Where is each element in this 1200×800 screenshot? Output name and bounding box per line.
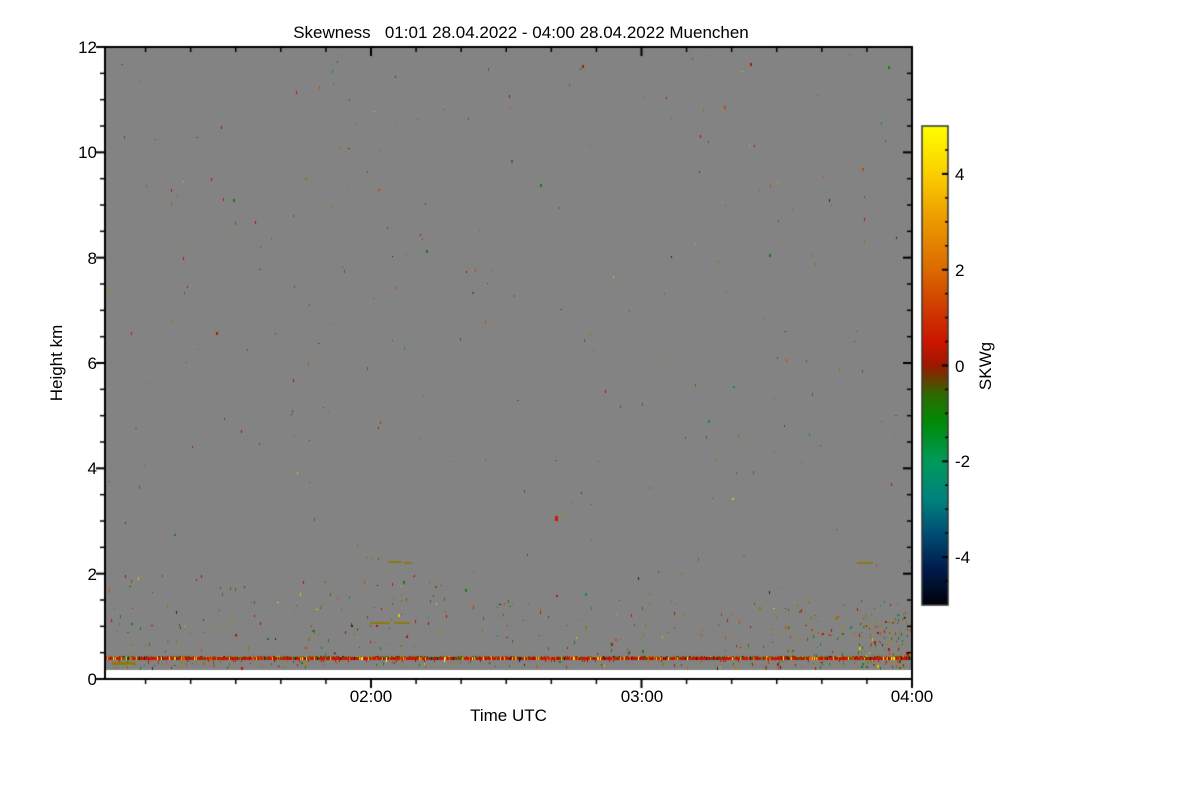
- x-axis-label: Time UTC: [470, 706, 547, 725]
- y-tick-0: 0: [87, 670, 97, 689]
- y-tick-2: 2: [87, 565, 97, 584]
- plot-title: Skewness 01:01 28.04.2022 - 04:00 28.04.…: [293, 23, 749, 42]
- y-tick-12: 12: [78, 38, 97, 57]
- y-tick-8: 8: [87, 249, 97, 268]
- x-tick-0300: 03:00: [620, 687, 664, 706]
- colorbar-label: SKWg: [976, 341, 995, 391]
- y-tick-4: 4: [87, 459, 97, 478]
- y-tick-6: 6: [87, 354, 97, 373]
- cb-tick-4: 4: [955, 165, 965, 184]
- cb-tick-m2: -2: [955, 452, 971, 471]
- x-tick-0400: 04:00: [890, 687, 934, 706]
- cb-tick-2: 2: [955, 261, 965, 280]
- y-tick-10: 10: [78, 143, 97, 162]
- cb-tick-0: 0: [955, 357, 965, 376]
- cb-tick-m4: -4: [955, 548, 971, 567]
- x-tick-0200: 02:00: [349, 687, 393, 706]
